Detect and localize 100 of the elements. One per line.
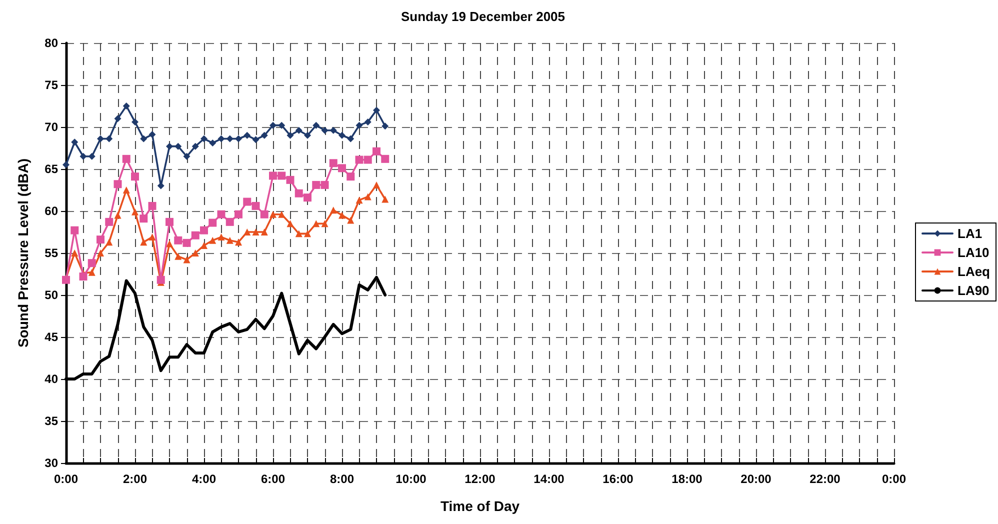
point [114, 212, 122, 219]
point [209, 236, 216, 244]
point [260, 132, 268, 139]
point [252, 202, 260, 210]
x-tick-label: 20:00 [740, 472, 772, 486]
point [321, 126, 328, 134]
legend-label: LA10 [958, 245, 990, 260]
point [347, 216, 354, 224]
point [286, 176, 294, 184]
x-axis-title: Time of Day [440, 498, 520, 514]
point [148, 131, 156, 138]
point [70, 226, 79, 234]
point [364, 156, 372, 164]
point [226, 218, 234, 226]
point [356, 122, 363, 129]
point [269, 172, 277, 180]
y-tick-label: 35 [44, 414, 58, 428]
point [200, 226, 208, 234]
point [88, 268, 96, 276]
point [166, 142, 173, 150]
point [329, 159, 338, 168]
point [132, 118, 138, 126]
legend-label: LA90 [958, 283, 990, 298]
point [338, 132, 346, 139]
x-tick-label: 10:00 [396, 472, 427, 486]
y-axis-title: Sound Pressure Level (dBA) [15, 158, 31, 348]
point [174, 142, 182, 150]
point [346, 172, 355, 181]
point [234, 210, 242, 218]
x-tick-label: 8:00 [330, 472, 354, 486]
point [243, 198, 252, 206]
x-tick-label: 2:00 [122, 472, 148, 486]
point [270, 210, 276, 218]
point [62, 161, 70, 168]
point [312, 122, 320, 129]
point [278, 210, 286, 218]
point [286, 220, 294, 228]
x-tick-label: 0:00 [882, 472, 906, 486]
point [260, 228, 268, 236]
point [140, 214, 148, 223]
point [200, 135, 208, 142]
point [252, 228, 260, 236]
point [71, 250, 78, 256]
point [174, 236, 182, 244]
point [114, 180, 122, 188]
point [338, 164, 346, 172]
legend-label: LA1 [958, 226, 982, 241]
point [166, 218, 174, 226]
y-tick-label: 40 [44, 372, 58, 386]
point [312, 220, 320, 228]
point [244, 228, 251, 236]
point [321, 220, 328, 228]
point [278, 122, 286, 129]
point [192, 250, 199, 256]
point [97, 250, 104, 256]
point [244, 132, 251, 139]
x-tick-label: 22:00 [810, 472, 841, 486]
point [278, 172, 286, 180]
point [330, 206, 337, 214]
x-tick-label: 18:00 [672, 472, 703, 486]
point [97, 135, 104, 142]
point [304, 230, 311, 238]
point [270, 122, 276, 129]
x-tick-label: 6:00 [260, 472, 286, 486]
point [140, 238, 148, 246]
chart-title: Sunday 19 December 2005 [400, 9, 566, 24]
point [80, 152, 87, 160]
point [132, 208, 138, 216]
point [286, 132, 294, 139]
y-tick-label: 50 [44, 288, 58, 302]
point [122, 102, 130, 110]
point [372, 147, 380, 156]
point [71, 138, 78, 146]
point [140, 135, 148, 142]
point [295, 230, 302, 238]
point [88, 259, 96, 268]
point [192, 142, 199, 150]
point [312, 180, 320, 189]
point [347, 135, 354, 142]
point [304, 132, 311, 139]
x-tick-label: 12:00 [464, 472, 496, 486]
x-tick-label: 14:00 [534, 472, 565, 486]
point [373, 106, 380, 114]
point [122, 186, 130, 194]
point [338, 212, 346, 219]
point [182, 238, 191, 247]
point [381, 154, 390, 163]
point [183, 152, 190, 160]
y-tick-label: 30 [44, 456, 58, 470]
point [235, 135, 242, 142]
point [183, 256, 190, 264]
legend-label: LAeq [958, 264, 990, 279]
point [106, 238, 113, 246]
point [218, 135, 225, 142]
point [304, 194, 312, 202]
point [166, 240, 173, 248]
point [226, 236, 234, 244]
point [217, 210, 226, 218]
y-tick-label: 60 [44, 204, 58, 218]
point [226, 135, 234, 142]
